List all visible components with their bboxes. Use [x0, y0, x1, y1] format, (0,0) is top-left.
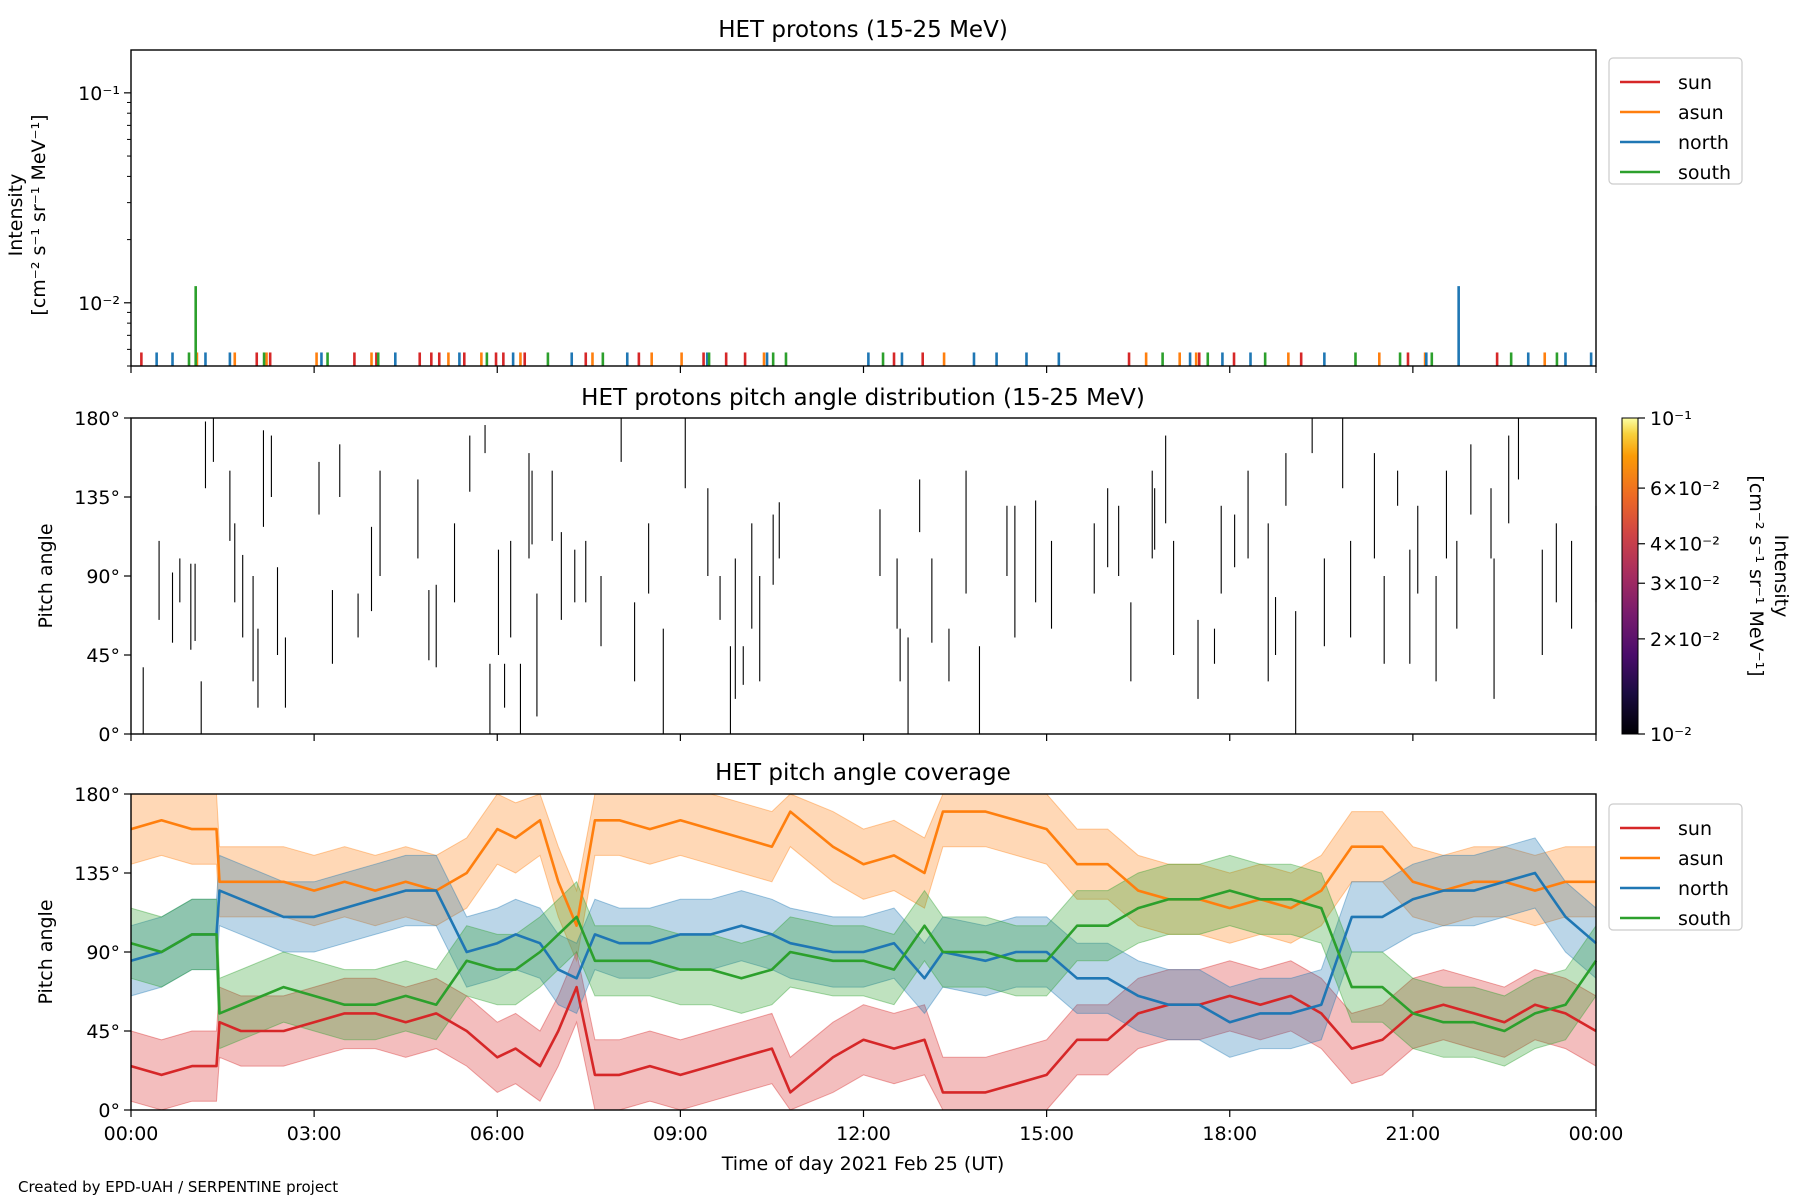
colorbar-tick-label-5: 10⁻²	[1650, 724, 1692, 746]
panel1-legend-label-asun: asun	[1678, 102, 1724, 124]
panel1-legend-label-north: north	[1678, 132, 1729, 154]
panel1-legend: sun asun north south	[1608, 57, 1743, 185]
panel1-ytick-label-0: 10⁻¹	[78, 83, 120, 105]
panel2-ytick-label-2: 90°	[86, 566, 120, 588]
panel3-ytick-label-4: 180°	[74, 784, 120, 806]
panel-pitch-angle-distribution: HET protons pitch angle distribution (15…	[35, 385, 1792, 746]
panel2-title: HET protons pitch angle distribution (15…	[581, 385, 1145, 411]
line-south	[130, 889, 1598, 1033]
panel3-xtick-label-3: 09:00	[653, 1123, 708, 1145]
panel2-ytick-label-3: 135°	[74, 487, 120, 509]
panel3-xtick-label-1: 03:00	[287, 1123, 342, 1145]
panel1-ylabel-line1: Intensity	[5, 174, 27, 257]
panel3-title: HET pitch angle coverage	[715, 760, 1011, 786]
panel2-ytick-label-1: 45°	[86, 645, 120, 667]
line-asun	[130, 810, 1596, 927]
panel2-plot-area	[142, 418, 1597, 734]
panel3-ytick-label-1: 45°	[86, 1021, 120, 1043]
panel3-xtick-label-4: 12:00	[836, 1123, 891, 1145]
panel2-ylabel: Pitch angle	[35, 523, 57, 628]
x-axis-label: Time of day 2021 Feb 25 (UT)	[721, 1153, 1005, 1175]
panel3-axes: 0° 45° 90° 135° 180° 00:00 03:00 06:00 09:00 12:0…	[74, 784, 1623, 1145]
footer-credit: Created by EPD-UAH / SERPENTINE project	[18, 1178, 338, 1196]
colorbar-tick-label-1: 6×10⁻²	[1650, 478, 1720, 500]
colorbar-ticks: 10⁻¹ 6×10⁻² 4×10⁻² 3×10⁻² 2×10⁻² 10⁻²	[1638, 408, 1720, 746]
panel3-legend-label-north: north	[1678, 878, 1729, 900]
colorbar-tick-label-0: 10⁻¹	[1650, 408, 1692, 430]
panel1-title: HET protons (15-25 MeV)	[718, 17, 1008, 43]
panel2-ytick-label-0: 0°	[98, 724, 120, 746]
panel2-ytick-label-4: 180°	[74, 408, 120, 430]
panel3-xtick-label-7: 21:00	[1385, 1123, 1440, 1145]
panel-intensity: HET protons (15-25 MeV) 10⁻¹ 10⁻² Intensi…	[5, 17, 1743, 373]
line-sun	[130, 985, 1597, 1094]
colorbar-tick-label-2: 4×10⁻²	[1650, 534, 1720, 556]
colorbar	[1621, 417, 1639, 735]
panel2-axes: 0° 45° 90° 135° 180°	[74, 408, 1597, 746]
panel3-legend-label-sun: sun	[1678, 818, 1712, 840]
panel3-xtick-label-5: 15:00	[1019, 1123, 1074, 1145]
panel1-ytick-label-1: 10⁻²	[78, 293, 120, 315]
panel1-axes: 10⁻¹ 10⁻²	[78, 83, 1597, 373]
panel3-ytick-label-2: 90°	[86, 942, 120, 964]
panel3-ytick-label-0: 0°	[98, 1100, 120, 1122]
panel3-legend: sun asun north south	[1608, 803, 1743, 931]
panel1-legend-label-sun: sun	[1678, 72, 1712, 94]
panel1-ylabel-line2: [cm⁻² s⁻¹ sr⁻¹ MeV⁻¹]	[28, 114, 50, 315]
panel-pitch-angle-coverage: HET pitch angle coverage 0° 45° 90° 135° 180…	[35, 760, 1743, 1175]
panel1-legend-label-south: south	[1678, 162, 1731, 184]
panel3-ylabel: Pitch angle	[35, 899, 57, 1004]
panel3-xtick-label-8: 00:00	[1569, 1123, 1624, 1145]
panel3-ytick-label-3: 135°	[74, 863, 120, 885]
panel3-legend-label-south: south	[1678, 908, 1731, 930]
colorbar-tick-label-3: 3×10⁻²	[1650, 573, 1720, 595]
panel1-plot-area	[140, 286, 1593, 366]
panel3-legend-label-asun: asun	[1678, 848, 1724, 870]
panel3-xtick-label-0: 00:00	[104, 1123, 159, 1145]
colorbar-label-line1: Intensity	[1770, 535, 1792, 618]
colorbar-tick-label-4: 2×10⁻²	[1650, 629, 1720, 651]
panel3-xtick-label-2: 06:00	[470, 1123, 525, 1145]
panel3-xtick-label-6: 18:00	[1202, 1123, 1257, 1145]
panel3-legend-box	[1608, 803, 1743, 931]
line-north	[130, 871, 1597, 1024]
panel1-legend-box	[1608, 57, 1743, 185]
colorbar-label-line2: [cm⁻² s⁻¹ sr⁻¹ MeV⁻¹]	[1745, 475, 1767, 676]
